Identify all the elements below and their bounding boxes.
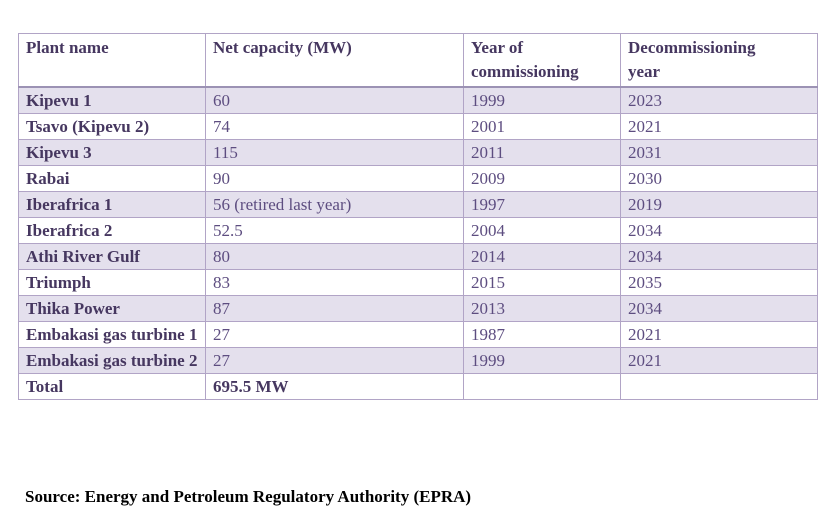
header-net-capacity: Net capacity (MW) — [205, 33, 464, 87]
decommissioning-year-cell: 2034 — [620, 294, 818, 322]
plant-name-cell: Iberafrica 2 — [18, 216, 206, 244]
table-row-iberafrica-2: Iberafrica 2 52.5 2004 2034 — [18, 216, 818, 244]
source-note: Source: Energy and Petroleum Regulatory … — [25, 487, 472, 506]
table-row-embakasi-2: Embakasi gas turbine 2 27 1999 2021 — [18, 346, 818, 374]
commissioning-year-cell: 1999 — [463, 346, 621, 374]
header-plant-name: Plant name — [18, 33, 206, 87]
capacity-cell: 56 (retired last year) — [205, 190, 464, 218]
decommissioning-year-cell: 2021 — [620, 346, 818, 374]
commissioning-year-cell: 2004 — [463, 216, 621, 244]
total-capacity-cell: 695.5 MW — [205, 372, 464, 400]
decommissioning-year-cell: 2034 — [620, 242, 818, 270]
total-label-cell: Total — [18, 372, 206, 400]
header-decommissioning-year-label: Decommissioning year — [628, 38, 756, 81]
capacity-cell: 87 — [205, 294, 464, 322]
plant-name-cell: Athi River Gulf — [18, 242, 206, 270]
decommissioning-year-cell: 2023 — [620, 86, 818, 114]
power-plants-table: Plant name Net capacity (MW) Year of com… — [18, 33, 818, 400]
commissioning-year-cell: 2013 — [463, 294, 621, 322]
decommissioning-year-cell: 2034 — [620, 216, 818, 244]
decommissioning-year-cell: 2021 — [620, 320, 818, 348]
table-row-triumph: Triumph 83 2015 2035 — [18, 268, 818, 296]
table-row-total: Total 695.5 MW — [18, 372, 818, 400]
commissioning-year-cell: 2015 — [463, 268, 621, 296]
plant-name-cell: Tsavo (Kipevu 2) — [18, 112, 206, 140]
decommissioning-year-cell — [620, 372, 818, 400]
commissioning-year-cell: 2009 — [463, 164, 621, 192]
header-plant-name-label: Plant name — [26, 38, 109, 57]
capacity-cell: 27 — [205, 346, 464, 374]
table-row-athi-river-gulf: Athi River Gulf 80 2014 2034 — [18, 242, 818, 270]
capacity-cell: 60 — [205, 86, 464, 114]
capacity-cell: 80 — [205, 242, 464, 270]
plant-name-cell: Iberafrica 1 — [18, 190, 206, 218]
capacity-cell: 27 — [205, 320, 464, 348]
plant-name-cell: Triumph — [18, 268, 206, 296]
plant-name-cell: Kipevu 1 — [18, 86, 206, 114]
commissioning-year-cell: 1999 — [463, 86, 621, 114]
decommissioning-year-cell: 2021 — [620, 112, 818, 140]
plant-name-cell: Embakasi gas turbine 1 — [18, 320, 206, 348]
plant-name-cell: Embakasi gas turbine 2 — [18, 346, 206, 374]
table-row-iberafrica-1: Iberafrica 1 56 (retired last year) 1997… — [18, 190, 818, 218]
header-row: Plant name Net capacity (MW) Year of com… — [18, 33, 818, 87]
decommissioning-year-cell: 2030 — [620, 164, 818, 192]
commissioning-year-cell — [463, 372, 621, 400]
table-row-tsavo: Tsavo (Kipevu 2) 74 2001 2021 — [18, 112, 818, 140]
plant-name-cell: Rabai — [18, 164, 206, 192]
table-row-embakasi-1: Embakasi gas turbine 1 27 1987 2021 — [18, 320, 818, 348]
capacity-cell: 52.5 — [205, 216, 464, 244]
decommissioning-year-cell: 2019 — [620, 190, 818, 218]
commissioning-year-cell: 2014 — [463, 242, 621, 270]
table-row-rabai: Rabai 90 2009 2030 — [18, 164, 818, 192]
table-row-kipevu-3: Kipevu 3 115 2011 2031 — [18, 138, 818, 166]
plant-name-cell: Kipevu 3 — [18, 138, 206, 166]
decommissioning-year-cell: 2031 — [620, 138, 818, 166]
commissioning-year-cell: 2001 — [463, 112, 621, 140]
plant-name-cell: Thika Power — [18, 294, 206, 322]
capacity-cell: 115 — [205, 138, 464, 166]
capacity-cell: 83 — [205, 268, 464, 296]
table-row-kipevu-1: Kipevu 1 60 1999 2023 — [18, 86, 818, 114]
commissioning-year-cell: 1987 — [463, 320, 621, 348]
table-row-thika-power: Thika Power 87 2013 2034 — [18, 294, 818, 322]
header-commissioning-year: Year of commissioning — [463, 33, 621, 87]
capacity-cell: 74 — [205, 112, 464, 140]
commissioning-year-cell: 2011 — [463, 138, 621, 166]
header-decommissioning-year: Decommissioning year — [620, 33, 818, 87]
header-commissioning-year-label: Year of commissioning — [471, 38, 579, 81]
commissioning-year-cell: 1997 — [463, 190, 621, 218]
header-net-capacity-label: Net capacity (MW) — [213, 38, 352, 57]
decommissioning-year-cell: 2035 — [620, 268, 818, 296]
capacity-cell: 90 — [205, 164, 464, 192]
